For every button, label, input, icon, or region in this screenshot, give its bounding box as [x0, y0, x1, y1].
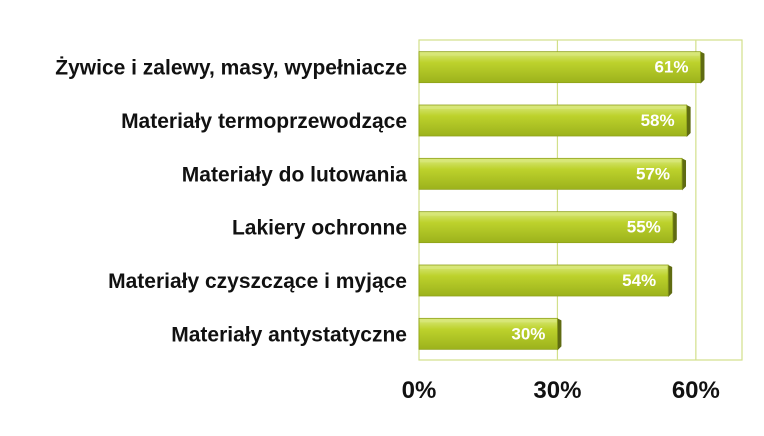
value-label-4: 54% [622, 271, 656, 290]
bar-highlight-5 [420, 319, 557, 323]
category-label-0: Żywice i zalewy, masy, wypełniacze [55, 57, 407, 80]
category-label-3: Lakiery ochronne [232, 217, 407, 240]
category-label-5: Materiały antystatyczne [171, 323, 407, 346]
x-tick-label-0: 0% [402, 377, 437, 404]
bar-5 [418, 317, 558, 350]
category-label-1: Materiały termoprzewodzące [121, 110, 407, 133]
value-label-5: 30% [511, 324, 545, 343]
x-tick-label-2: 60% [672, 377, 720, 404]
value-label-1: 58% [641, 111, 675, 130]
plot-frame [418, 39, 743, 361]
bar-2 [418, 157, 683, 190]
bar-highlight-2 [420, 159, 682, 163]
value-label-0: 61% [654, 58, 688, 77]
bar-3 [418, 211, 674, 244]
x-tick-label-1: 30% [533, 377, 581, 404]
bar-1 [418, 104, 688, 137]
category-label-4: Materiały czyszczące i myjące [108, 270, 407, 293]
value-label-2: 57% [636, 164, 670, 183]
bar-4 [418, 264, 669, 297]
bar-0 [418, 51, 701, 84]
bar-highlight-0 [420, 52, 700, 56]
value-label-3: 55% [627, 218, 661, 237]
plot-area: 61% Żywice i zalewy, masy, wypełniacze 58%… [55, 39, 743, 404]
bar-highlight-3 [420, 212, 672, 216]
bar-highlight-1 [420, 106, 686, 109]
bar-highlight-4 [420, 266, 668, 269]
category-label-2: Materiały do lutowania [182, 163, 408, 186]
